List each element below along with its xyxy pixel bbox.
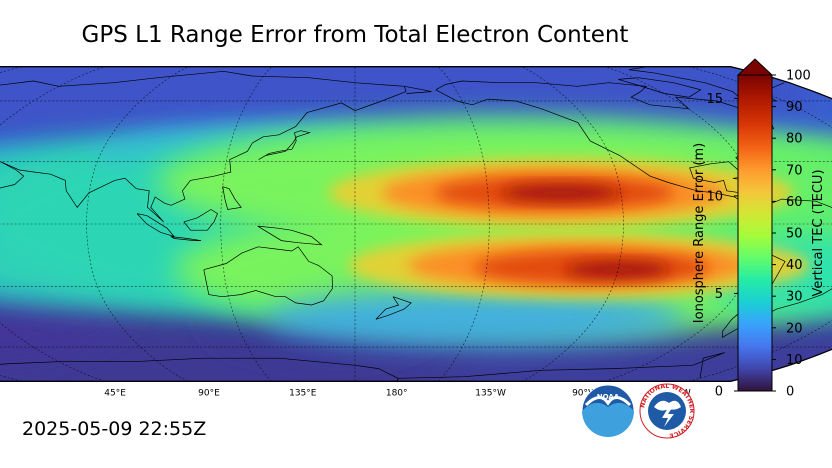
lon-label: 180°: [386, 388, 408, 398]
tec-tick-label: 90: [786, 100, 803, 115]
tec-tick-label: 50: [786, 227, 803, 242]
graticule: [0, 66, 832, 382]
lon-label: 90°E: [198, 388, 220, 398]
tec-ticks: 0 10 20 30 40 50 60 70 80 90 100: [772, 69, 811, 400]
timestamp: 2025-05-09 22:55Z: [22, 418, 207, 440]
tec-axis-title: Vertical TEC (TECU): [811, 169, 826, 296]
tec-tick-label: 10: [786, 353, 803, 368]
tec-tick-label: 80: [786, 132, 803, 147]
tec-field: [0, 66, 832, 382]
map-title: GPS L1 Range Error from Total Electron C…: [81, 22, 629, 48]
range-error-tick-label: 10: [706, 189, 723, 204]
lon-label: 135°E: [289, 388, 317, 398]
tec-tick-label: 100: [786, 69, 811, 84]
lon-label: 45°E: [104, 388, 126, 398]
noaa-logo: NOAA: [581, 384, 635, 438]
noaa-logo-text: NOAA: [597, 393, 620, 401]
globe-outline: [0, 66, 832, 382]
tec-tick-label: 30: [786, 290, 803, 305]
tec-tick-label: 40: [786, 258, 803, 273]
colorbar: 0 5 10 15 0 10 20 30 40 50 60 70 80 90 100 Ionosphere…: [692, 58, 826, 400]
tec-tick-label: 20: [786, 321, 803, 336]
tec-tick-label: 70: [786, 163, 803, 178]
nws-logo: NATIONAL WEATHER SERVICE: [639, 383, 695, 439]
tec-tick-label: 0: [786, 385, 794, 400]
range-error-axis-title: Ionosphere Range Error (m): [692, 143, 707, 323]
range-error-tick-label: 5: [715, 287, 723, 302]
range-error-tick-label: 15: [706, 92, 723, 107]
colorbar-bar: [737, 74, 773, 392]
colorbar-extend-triangle: [736, 58, 774, 76]
lon-label: 135°W: [475, 388, 506, 398]
lon-label: 90°W: [572, 388, 597, 398]
range-error-ticks: 0 5 10 15: [706, 92, 738, 400]
range-error-tick-label: 0: [715, 385, 723, 400]
tec-tick-label: 60: [786, 195, 803, 210]
